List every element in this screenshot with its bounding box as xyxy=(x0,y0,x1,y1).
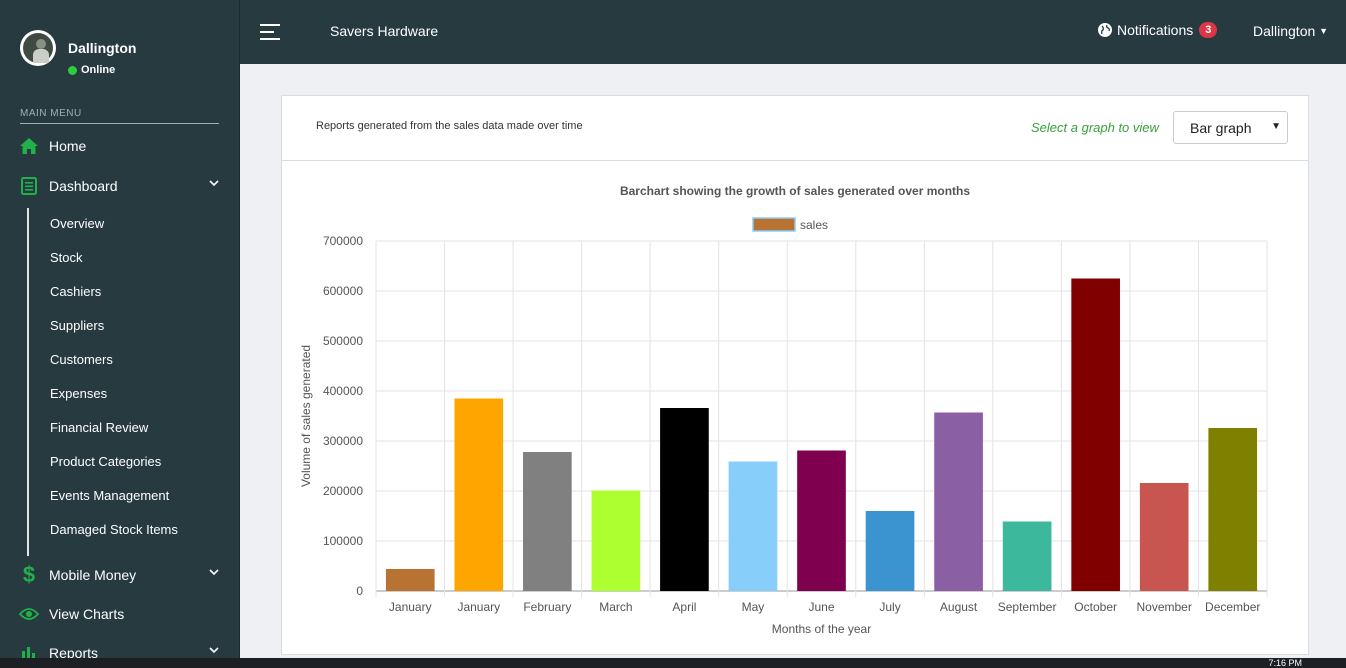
sidebar-subitem-product-categories[interactable]: Product Categories xyxy=(50,454,162,469)
x-tick-label: February xyxy=(523,600,571,614)
y-tick-label: 600000 xyxy=(323,284,363,298)
bar-september-9 xyxy=(1002,521,1052,591)
profile-name: Dallington xyxy=(68,40,137,56)
home-icon xyxy=(18,136,40,156)
y-tick-label: 200000 xyxy=(323,484,363,498)
sidebar-item-label: Reports xyxy=(49,645,99,661)
brand-title[interactable]: Savers Hardware xyxy=(330,23,439,39)
x-tick-label: May xyxy=(742,600,765,614)
chevron-down-icon xyxy=(209,645,219,657)
legend-swatch xyxy=(752,217,796,232)
y-tick-label: 700000 xyxy=(323,234,363,248)
status-badge: Online xyxy=(68,64,115,76)
top-navbar: Savers Hardware Notifications 3 Dallingt… xyxy=(240,0,1346,64)
bar-chart-icon xyxy=(18,643,40,663)
sidebar-item-view-charts[interactable]: View Charts xyxy=(18,602,223,626)
y-tick-label: 500000 xyxy=(323,334,363,348)
bar-june-6 xyxy=(797,450,846,591)
sidebar-subitem-events-management[interactable]: Events Management xyxy=(50,488,170,503)
chart-title: Barchart showing the growth of sales gen… xyxy=(620,184,970,198)
x-tick-label: September xyxy=(998,600,1057,614)
y-tick-label: 300000 xyxy=(323,434,363,448)
bar-january-0 xyxy=(385,569,435,591)
sales-bar-chart: Barchart showing the growth of sales gen… xyxy=(299,184,1268,636)
card-description: Reports generated from the sales data ma… xyxy=(316,120,583,132)
chevron-down-icon xyxy=(209,567,219,579)
x-tick-label: August xyxy=(940,600,978,614)
caret-down-icon: ▼ xyxy=(1271,121,1281,132)
bar-august-8 xyxy=(934,412,983,591)
sidebar-item-dashboard[interactable]: Dashboard xyxy=(18,174,223,198)
x-tick-label: December xyxy=(1205,600,1260,614)
bar-january-1 xyxy=(454,398,504,591)
sidebar-subitem-financial-review[interactable]: Financial Review xyxy=(50,420,149,435)
chevron-down-icon xyxy=(209,178,219,190)
bar-december-12 xyxy=(1208,428,1258,591)
notifications-button[interactable]: Notifications 3 xyxy=(1098,22,1218,38)
sidebar-subitem-cashiers[interactable]: Cashiers xyxy=(50,284,102,299)
x-tick-label: April xyxy=(672,600,696,614)
caret-down-icon: ▼ xyxy=(1319,26,1329,36)
submenu-guide-line xyxy=(27,208,29,556)
x-axis-label: Months of the year xyxy=(772,622,871,636)
y-tick-label: 400000 xyxy=(323,384,363,398)
graph-type-selected: Bar graph xyxy=(1190,120,1252,136)
sidebar-subitem-overview[interactable]: Overview xyxy=(50,216,105,231)
os-taskbar: 7:16 PM xyxy=(0,658,1346,668)
globe-icon xyxy=(1098,23,1112,37)
dashboard-icon xyxy=(18,176,40,196)
legend-label: sales xyxy=(800,218,828,232)
sidebar-subitem-suppliers[interactable]: Suppliers xyxy=(50,318,105,333)
graph-select-label: Select a graph to view xyxy=(1031,120,1159,135)
sidebar-item-label: Mobile Money xyxy=(49,567,137,583)
sales-report-card: Reports generated from the sales data ma… xyxy=(281,95,1309,655)
sidebar-subitem-customers[interactable]: Customers xyxy=(50,352,113,367)
bar-november-11 xyxy=(1139,483,1189,591)
sidebar-item-reports[interactable]: Reports xyxy=(18,641,223,665)
eye-icon xyxy=(18,604,40,624)
status-text: Online xyxy=(81,64,116,76)
bar-july-7 xyxy=(865,511,915,591)
sidebar-item-mobile-money[interactable]: $ Mobile Money xyxy=(18,562,223,587)
bar-may-5 xyxy=(728,461,778,591)
x-tick-label: October xyxy=(1074,600,1117,614)
taskbar-clock: 7:16 PM xyxy=(1268,658,1302,668)
dollar-icon: $ xyxy=(22,562,36,587)
sidebar-subitem-damaged-stock-items[interactable]: Damaged Stock Items xyxy=(50,522,178,537)
bar-march-3 xyxy=(591,490,641,591)
hamburger-menu-icon[interactable] xyxy=(260,24,280,40)
sidebar-item-label: Dashboard xyxy=(49,178,118,194)
avatar[interactable] xyxy=(20,30,56,66)
sidebar-subitem-stock[interactable]: Stock xyxy=(50,250,83,265)
user-menu-label: Dallington xyxy=(1253,23,1316,39)
x-tick-label: July xyxy=(879,600,900,614)
graph-type-select[interactable]: Bar graph ▼ xyxy=(1173,111,1288,144)
x-tick-label: June xyxy=(808,600,834,614)
bar-october-10 xyxy=(1071,278,1120,591)
sidebar-item-label: View Charts xyxy=(49,606,125,622)
x-tick-label: January xyxy=(389,600,432,614)
x-tick-label: November xyxy=(1137,600,1192,614)
sidebar-item-home[interactable]: Home xyxy=(18,134,223,158)
bar-february-2 xyxy=(523,452,572,591)
sidebar: Dallington Online MAIN MENU Home Dashboa… xyxy=(0,0,240,668)
online-dot-icon xyxy=(68,65,77,75)
notifications-label: Notifications xyxy=(1117,22,1194,38)
x-tick-label: March xyxy=(599,600,632,614)
x-tick-label: January xyxy=(457,600,500,614)
y-axis-label: Volume of sales generated xyxy=(299,345,313,487)
menu-header: MAIN MENU xyxy=(20,108,219,124)
bar-april-4 xyxy=(660,408,709,591)
y-tick-label: 100000 xyxy=(323,534,363,548)
notifications-count-badge: 3 xyxy=(1199,22,1218,38)
y-tick-label: 0 xyxy=(356,584,363,598)
sidebar-item-label: Home xyxy=(49,138,87,154)
card-header: Reports generated from the sales data ma… xyxy=(282,96,1308,161)
user-menu-dropdown[interactable]: Dallington ▼ xyxy=(1253,23,1328,39)
sidebar-subitem-expenses[interactable]: Expenses xyxy=(50,386,108,401)
